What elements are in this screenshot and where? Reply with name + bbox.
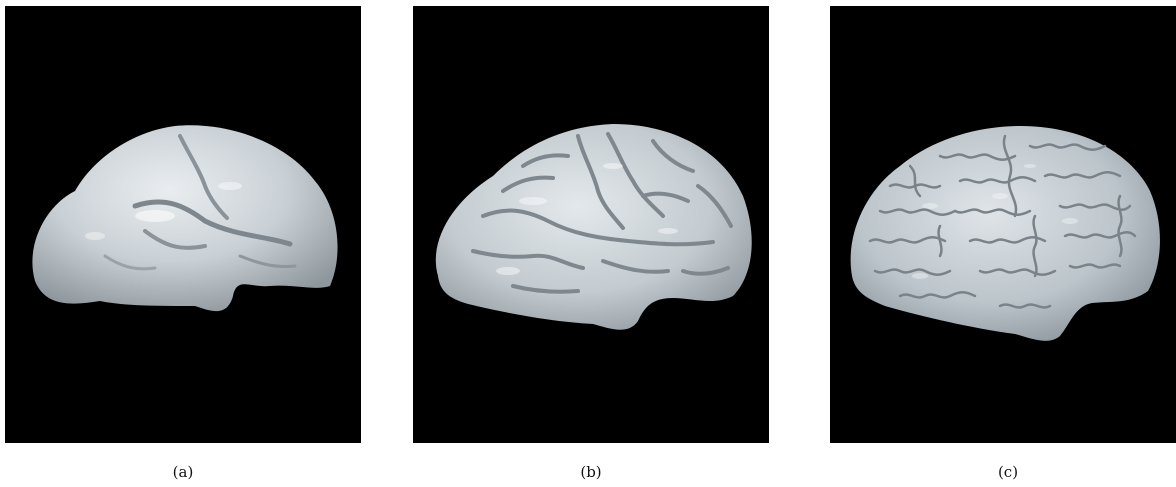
brain-folded-image xyxy=(435,124,752,330)
brain-highly-folded-image xyxy=(850,126,1160,341)
brain-render-highly-folded xyxy=(830,6,1176,443)
caption-c: (c) xyxy=(997,463,1019,481)
brain-render-smooth xyxy=(5,6,361,443)
brain-smooth-image xyxy=(32,125,338,312)
caption-a: (a) xyxy=(172,463,194,481)
caption-b: (b) xyxy=(580,463,602,481)
brain-render-folded xyxy=(413,6,769,443)
